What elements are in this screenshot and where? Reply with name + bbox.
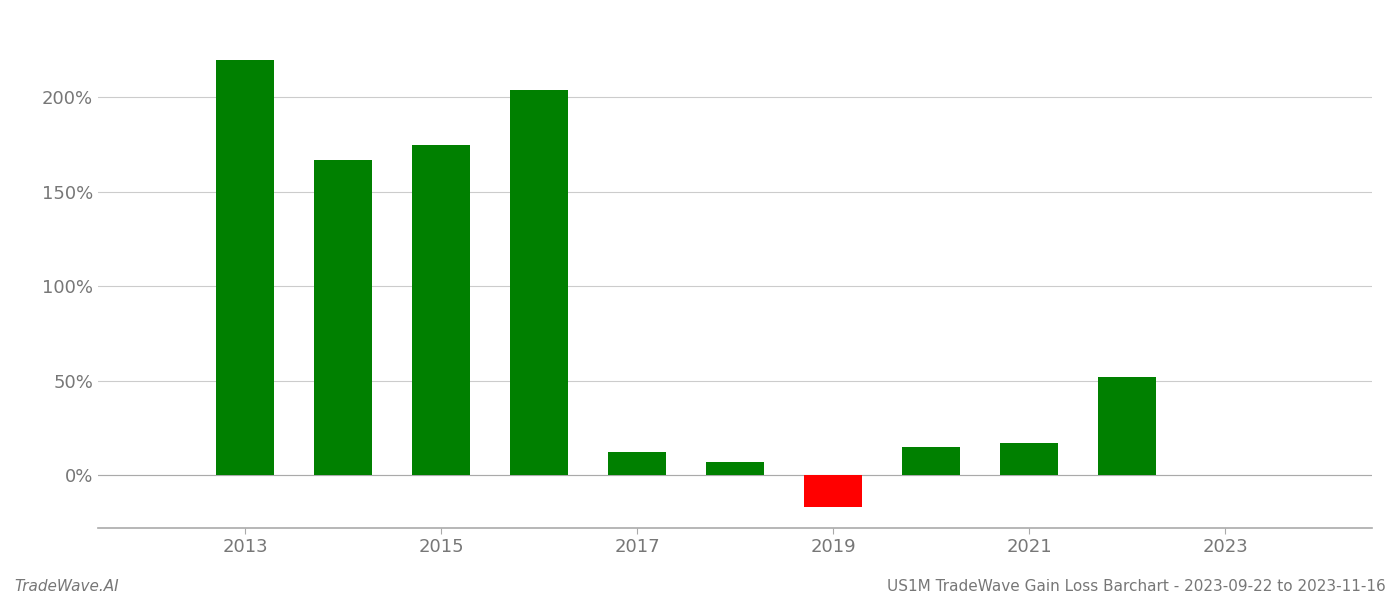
Bar — [902, 447, 960, 475]
Text: TradeWave.AI: TradeWave.AI — [14, 579, 119, 594]
Bar — [314, 160, 372, 475]
Bar — [510, 90, 568, 475]
Bar — [412, 145, 470, 475]
Bar — [216, 59, 274, 475]
Bar — [1000, 443, 1058, 475]
Bar — [804, 475, 862, 507]
Bar — [608, 452, 666, 475]
Text: US1M TradeWave Gain Loss Barchart - 2023-09-22 to 2023-11-16: US1M TradeWave Gain Loss Barchart - 2023… — [888, 579, 1386, 594]
Bar — [1098, 377, 1156, 475]
Bar — [706, 462, 764, 475]
